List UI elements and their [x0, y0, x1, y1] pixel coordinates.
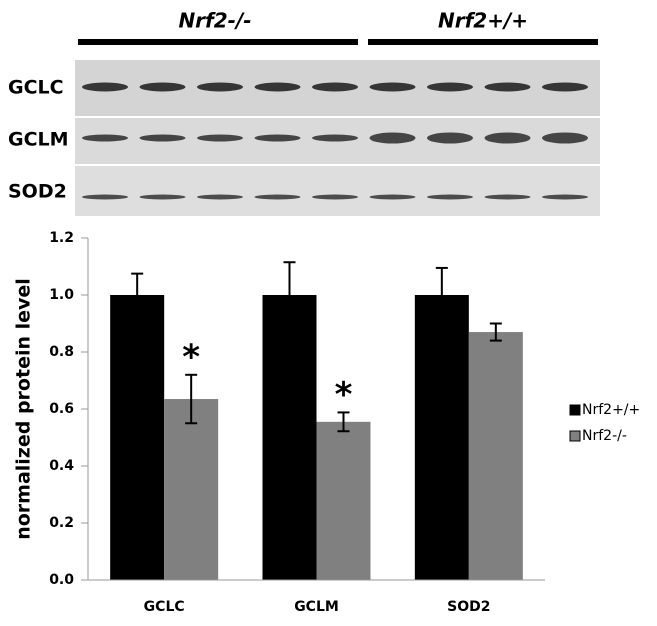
band — [254, 194, 301, 200]
bar — [110, 295, 165, 580]
error-bar — [489, 322, 502, 342]
band — [312, 134, 358, 142]
error-bar — [435, 266, 448, 324]
bar — [262, 295, 317, 580]
bar — [164, 399, 219, 580]
chart: normalized protein level 0.0 0.2 0.4 0.6 0.8 1… — [13, 230, 641, 615]
band — [197, 194, 243, 200]
error-bar — [283, 261, 296, 329]
band — [427, 132, 473, 144]
bar — [316, 421, 371, 580]
x-tick-label: SOD2 — [447, 599, 490, 615]
row-label: SOD2 — [8, 181, 67, 203]
y-tick-label: 0.8 — [49, 344, 74, 360]
legend-swatch — [569, 404, 581, 416]
band — [139, 82, 186, 92]
band — [312, 82, 358, 92]
legend-swatch — [569, 430, 581, 442]
row-label: GCLC — [8, 77, 64, 99]
y-axis-label: normalized protein level — [13, 278, 35, 540]
band — [82, 194, 128, 200]
band — [312, 194, 358, 200]
y-tick-label: 1.2 — [49, 230, 74, 246]
y-tick-label: 0.6 — [49, 401, 74, 417]
legend-label: Nrf2+/+ — [582, 402, 640, 418]
bar — [468, 332, 523, 580]
band — [542, 132, 588, 144]
band — [139, 134, 186, 142]
y-tick-label: 0.4 — [49, 458, 74, 474]
row-label: GCLM — [8, 129, 69, 151]
band — [82, 134, 128, 142]
band — [427, 194, 473, 200]
group-bar — [368, 39, 598, 45]
band — [484, 82, 531, 92]
bands — [82, 82, 588, 200]
y-tick-label: 0.2 — [49, 515, 74, 531]
x-tick-label: GCLC — [144, 599, 185, 615]
legend-label: Nrf2-/- — [582, 428, 627, 444]
band — [197, 134, 243, 142]
band — [139, 194, 186, 200]
band — [369, 82, 416, 92]
band — [369, 194, 416, 200]
group-bar — [78, 39, 358, 45]
y-tick-label: 1.0 — [49, 287, 74, 303]
band — [369, 132, 416, 144]
y-tick-label: 0.0 — [49, 572, 74, 588]
band — [484, 194, 531, 200]
band — [484, 132, 531, 144]
annotation: * — [335, 375, 353, 415]
blot-strip — [75, 166, 600, 216]
error-bar — [185, 373, 198, 425]
bar — [414, 295, 469, 580]
group-label: Nrf2-/- — [178, 9, 251, 33]
band — [542, 82, 588, 92]
annotation: * — [182, 337, 200, 377]
band — [427, 82, 473, 92]
x-tick-label: GCLM — [294, 599, 339, 615]
band — [197, 82, 243, 92]
band — [542, 194, 588, 200]
group-label: Nrf2+/+ — [438, 9, 528, 33]
band — [254, 134, 301, 142]
error-bar — [337, 411, 350, 433]
error-bar — [131, 272, 144, 318]
band — [82, 82, 128, 92]
band — [254, 82, 301, 92]
